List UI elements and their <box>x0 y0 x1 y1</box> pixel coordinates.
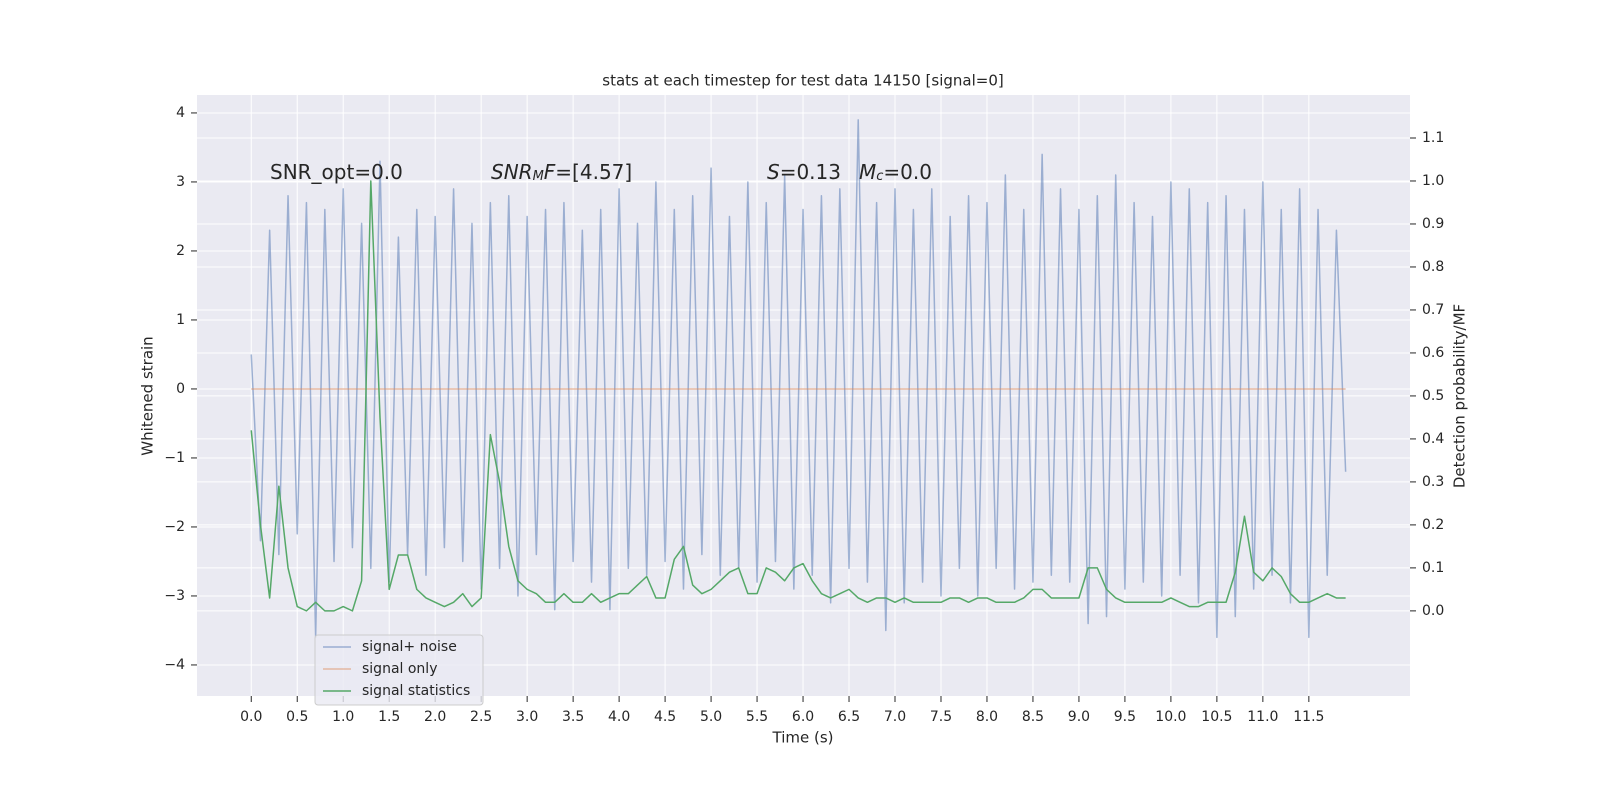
x-tick-label: 7.0 <box>884 709 906 725</box>
legend: signal+ noise signal only signal statistic… <box>314 634 484 706</box>
x-tick-label: 9.0 <box>1068 709 1090 725</box>
legend-box <box>314 634 484 706</box>
x-tick-label: 4.0 <box>608 709 630 725</box>
y2-tick-label: 0.5 <box>1422 388 1444 404</box>
y2-tick-label: 0.1 <box>1422 560 1444 576</box>
chart-title: stats at each timestep for test data 141… <box>602 72 1003 90</box>
x-tick-label: 3.5 <box>562 709 584 725</box>
y2-tick-label: 0.8 <box>1422 259 1444 275</box>
x-tick-label: 2.0 <box>424 709 446 725</box>
y-tick-label: −2 <box>164 519 185 535</box>
x-tick-label: 0.5 <box>286 709 308 725</box>
annotation-part: S <box>767 160 780 184</box>
x-tick-label: 10.0 <box>1155 709 1186 725</box>
x-tick-label: 2.5 <box>470 709 492 725</box>
annotation-part: M <box>859 160 876 184</box>
annotation: Mc=0.0 <box>859 160 932 185</box>
y-axis-label: Whitened strain <box>139 336 157 455</box>
x-tick-label: 8.5 <box>1022 709 1044 725</box>
x-tick-label: 11.5 <box>1293 709 1324 725</box>
annotation-part: =0.13 <box>780 160 841 184</box>
y2-tick-label: 0.2 <box>1422 517 1444 533</box>
y2-tick-label: 0.4 <box>1422 431 1444 447</box>
x-tick-label: 1.5 <box>378 709 400 725</box>
x-tick-label: 6.0 <box>792 709 814 725</box>
y-tick-label: 0 <box>176 381 185 397</box>
y-tick-label: −3 <box>164 588 185 604</box>
annotation-part: M <box>533 169 544 184</box>
x-tick-label: 10.5 <box>1201 709 1232 725</box>
x-tick-label: 1.0 <box>332 709 354 725</box>
legend-label: signal+ noise <box>362 639 457 655</box>
y-tick-label: 3 <box>176 174 185 190</box>
y2-tick-label: 1.0 <box>1422 173 1444 189</box>
annotation-part: SNR_opt=0.0 <box>270 160 403 184</box>
x-tick-label: 5.0 <box>700 709 722 725</box>
x-tick-label: 7.5 <box>930 709 952 725</box>
y-tick-label: −4 <box>164 657 185 673</box>
annotation: SNR_opt=0.0 <box>270 160 403 184</box>
data-line <box>250 180 1346 612</box>
y-tick-label: 2 <box>176 243 185 259</box>
y-tick-label: 4 <box>176 105 185 121</box>
x-tick-label: 5.5 <box>746 709 768 725</box>
y2-tick-label: 1.1 <box>1422 130 1444 146</box>
y2-tick-label: 0.7 <box>1422 302 1444 318</box>
annotation-part: SNR <box>491 160 533 184</box>
y2-tick-label: 0.0 <box>1422 603 1444 619</box>
y2-tick-label: 0.9 <box>1422 216 1444 232</box>
x-axis-label: Time (s) <box>772 729 834 747</box>
y2-tick-label: 0.6 <box>1422 345 1444 361</box>
x-tick-label: 11.0 <box>1247 709 1278 725</box>
x-tick-label: 8.0 <box>976 709 998 725</box>
x-tick-label: 9.5 <box>1114 709 1136 725</box>
annotation: SNRMF=[4.57] <box>491 160 632 185</box>
x-tick-label: 6.5 <box>838 709 860 725</box>
annotation-part: F <box>544 160 556 184</box>
legend-label: signal only <box>362 661 437 677</box>
x-tick-label: 0.0 <box>240 709 262 725</box>
y-tick-label: −1 <box>164 450 185 466</box>
x-tick-label: 4.5 <box>654 709 676 725</box>
y2-axis-label: Detection probability/MF <box>1451 304 1469 488</box>
annotation-part: =0.0 <box>883 160 932 184</box>
y2-tick-label: 0.3 <box>1422 474 1444 490</box>
x-tick-label: 3.0 <box>516 709 538 725</box>
legend-label: signal statistics <box>362 683 470 699</box>
data-line <box>250 119 1347 639</box>
annotation-part: c <box>876 169 883 184</box>
annotation-part: =[4.57] <box>555 160 632 184</box>
annotation: S=0.13 <box>767 160 841 184</box>
y-tick-label: 1 <box>176 312 185 328</box>
